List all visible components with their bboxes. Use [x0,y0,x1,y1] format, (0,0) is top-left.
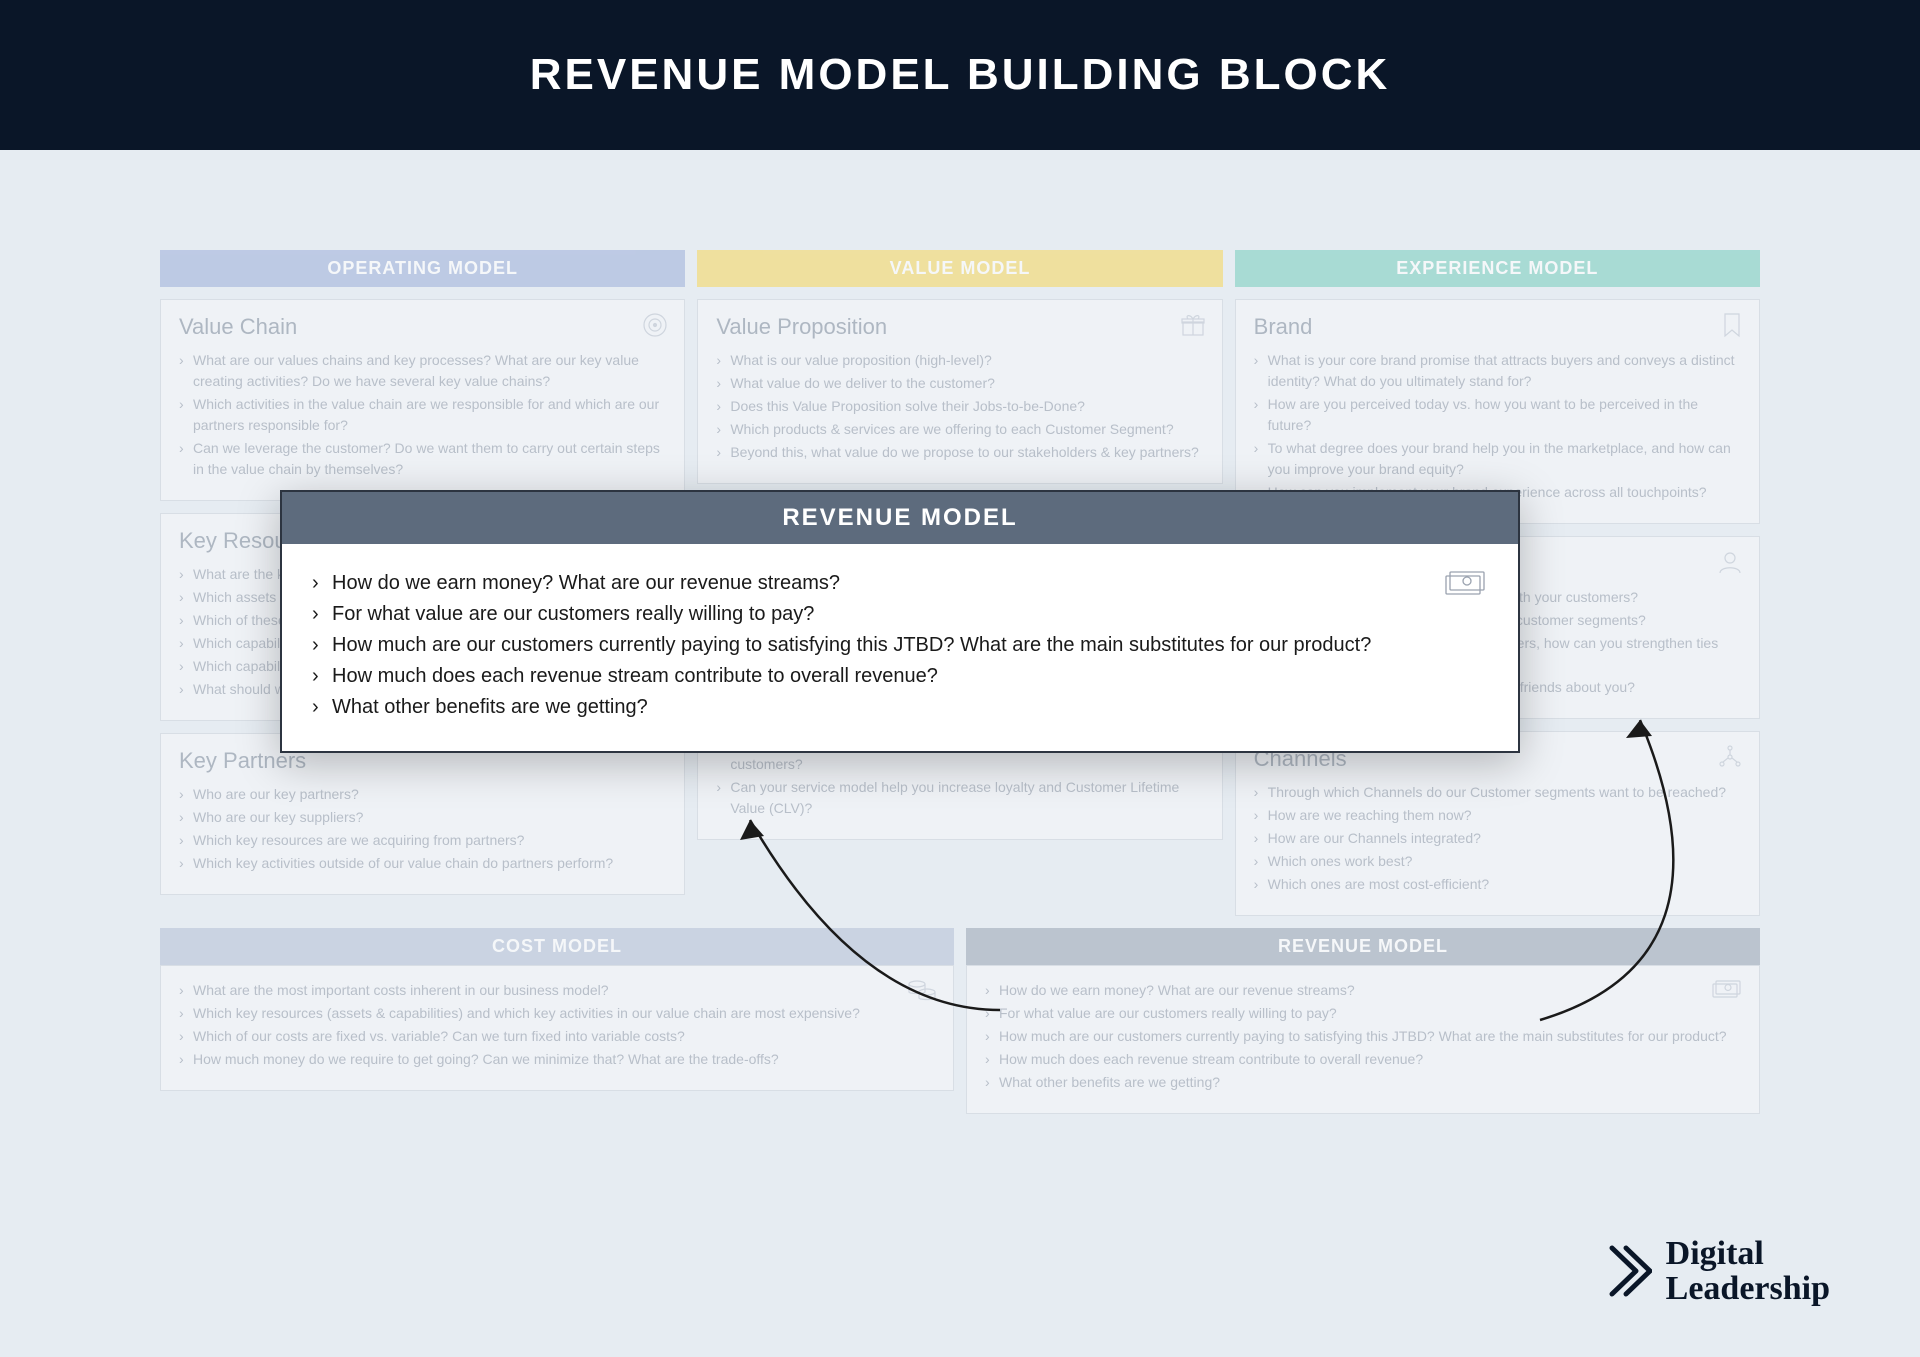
card-item: What other benefits are we getting? [985,1072,1741,1093]
card-list: What is our value proposition (high-leve… [716,350,1203,463]
card-item: How much are our customers currently pay… [985,1026,1741,1047]
column-header: VALUE MODEL [697,250,1222,287]
card-item: Beyond this, what value do we propose to… [716,442,1203,463]
card-item: How much money do we require to get goin… [179,1049,935,1070]
card-item: Can we leverage the customer? Do we want… [179,438,666,480]
card-list: What are the most important costs inhere… [179,980,935,1070]
logo-line2: Leadership [1666,1271,1830,1307]
bottom-section: COST MODEL What are the most important co… [160,928,954,1114]
logo-mark [1608,1240,1652,1302]
popup-item: What other benefits are we getting? [312,692,1488,723]
bookmark-icon [1721,312,1743,343]
section-header: REVENUE MODEL [966,928,1760,965]
revenue-model-popup: REVENUE MODEL How do we earn money? What… [280,490,1520,753]
card-list: How do we earn money? What are our reven… [985,980,1741,1093]
card-title: Value Chain [179,314,666,340]
popup-item: How do we earn money? What are our reven… [312,568,1488,599]
card-item: Which products & services are we offerin… [716,419,1203,440]
channels-icon [1717,744,1743,775]
card-item: How are we reaching them now? [1254,805,1741,826]
card-item: To what degree does your brand help you … [1254,438,1741,480]
card-item: Which key activities outside of our valu… [179,853,666,874]
card-item: Which key resources are we acquiring fro… [179,830,666,851]
card-item: Which activities in the value chain are … [179,394,666,436]
card-title: Value Proposition [716,314,1203,340]
card-item: What value do we deliver to the customer… [716,373,1203,394]
card-item: Which key resources (assets & capabiliti… [179,1003,935,1024]
card-item: Can your service model help you increase… [716,777,1203,819]
column-header: EXPERIENCE MODEL [1235,250,1760,287]
bottom-section: REVENUE MODEL How do we earn money? What … [966,928,1760,1114]
section-header: COST MODEL [160,928,954,965]
card: Key PartnersWho are our key partners?Who… [160,733,685,895]
popup-item: How much does each revenue stream contri… [312,661,1488,692]
logo-text: Digital Leadership [1666,1236,1830,1307]
card-item: Who are our key partners? [179,784,666,805]
card-item: Which ones are most cost-efficient? [1254,874,1741,895]
column-header: OPERATING MODEL [160,250,685,287]
card-item: What is our value proposition (high-leve… [716,350,1203,371]
card: What are the most important costs inhere… [160,965,954,1091]
card-item: How are our Channels integrated? [1254,828,1741,849]
popup-item: For what value are our customers really … [312,599,1488,630]
card-item: How do we earn money? What are our reven… [985,980,1741,1001]
card-item: Who are our key suppliers? [179,807,666,828]
card-item: What is your core brand promise that att… [1254,350,1741,392]
card: How do we earn money? What are our reven… [966,965,1760,1114]
card-item: Does this Value Proposition solve their … [716,396,1203,417]
user-icon [1717,549,1743,580]
card-title: Brand [1254,314,1741,340]
logo-line1: Digital [1666,1236,1830,1272]
popup-item: How much are our customers currently pay… [312,630,1488,661]
card-item: What are the most important costs inhere… [179,980,935,1001]
card-list: What are our values chains and key proce… [179,350,666,480]
card-item: Which of our costs are fixed vs. variabl… [179,1026,935,1047]
popup-header: REVENUE MODEL [282,492,1518,544]
card-item: For what value are our customers really … [985,1003,1741,1024]
card-item: What are our values chains and key proce… [179,350,666,392]
page-header: REVENUE MODEL BUILDING BLOCK [0,0,1920,150]
popup-body: How do we earn money? What are our reven… [282,544,1518,751]
card-item: Which ones work best? [1254,851,1741,872]
card-list: Who are our key partners?Who are our key… [179,784,666,874]
logo: Digital Leadership [1608,1236,1830,1307]
page-title: REVENUE MODEL BUILDING BLOCK [530,50,1391,100]
target-icon [642,312,668,343]
card: Value Proposition What is our value propo… [697,299,1222,484]
card-list: What is your core brand promise that att… [1254,350,1741,503]
card: ChannelsThrough which Channels do our Cu… [1235,731,1760,916]
card-item: How much does each revenue stream contri… [985,1049,1741,1070]
card: Value Chain What are our values chains an… [160,299,685,501]
gift-icon [1180,312,1206,343]
card-item: How are you perceived today vs. how you … [1254,394,1741,436]
card-list: Through which Channels do our Customer s… [1254,782,1741,895]
card-item: Through which Channels do our Customer s… [1254,782,1741,803]
